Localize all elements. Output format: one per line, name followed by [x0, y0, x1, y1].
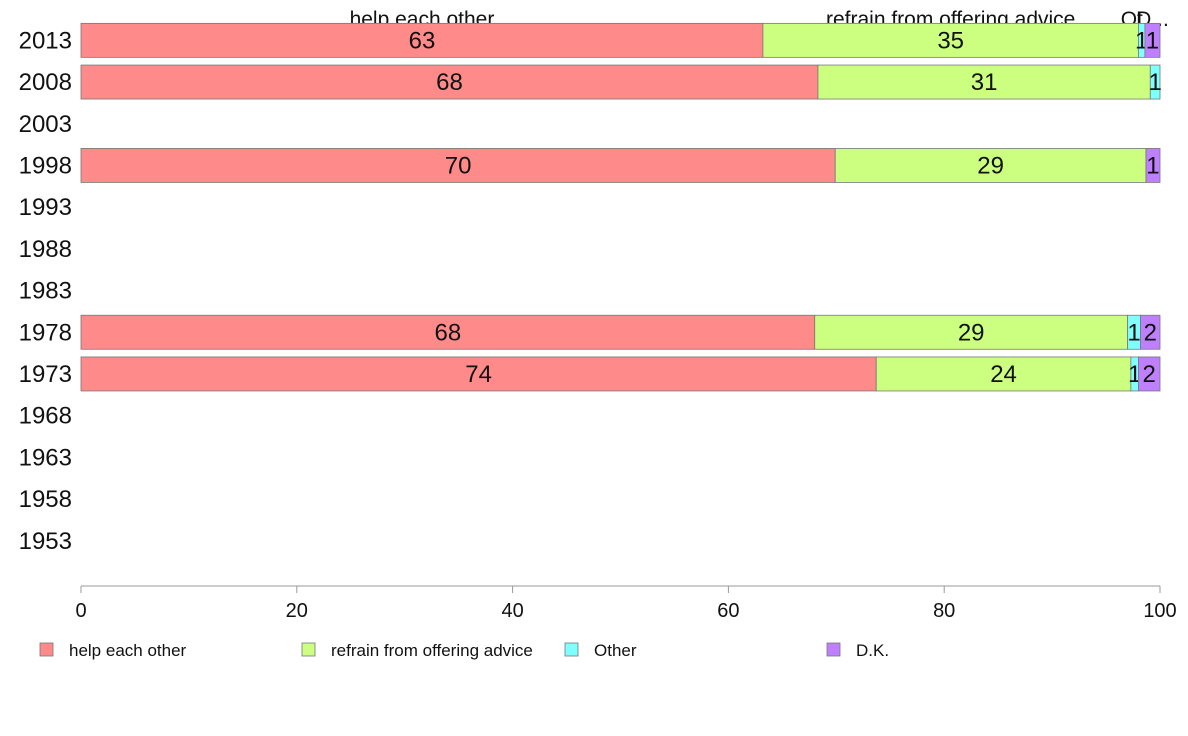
- data-label: 2: [1143, 361, 1156, 388]
- legend-swatch: [39, 642, 54, 657]
- bar-segment: [1144, 22, 1161, 58]
- data-label: 1: [1146, 27, 1159, 54]
- bar-segment: [1140, 314, 1161, 350]
- bar-segment: [814, 314, 1129, 350]
- bar-segment: [1145, 148, 1161, 183]
- y-tick-label: 2003: [19, 111, 72, 138]
- legend-label: D.K.: [856, 641, 889, 660]
- y-tick-label: 1958: [19, 486, 72, 513]
- data-label: 1: [1148, 69, 1161, 96]
- y-tick-label: 1983: [19, 278, 72, 305]
- bar-segment: [1138, 356, 1161, 392]
- y-tick-label: 1988: [19, 236, 72, 263]
- data-label: 29: [977, 152, 1004, 179]
- data-label: 74: [465, 361, 492, 388]
- data-label: 70: [445, 152, 472, 179]
- bar-segment: [817, 64, 1151, 100]
- bar-segment: [80, 314, 816, 350]
- data-label: 68: [435, 319, 462, 346]
- y-tick-label: 1973: [19, 361, 72, 388]
- y-tick-label: 1953: [19, 528, 72, 555]
- bar-segment: [80, 148, 836, 183]
- bar-segment: [762, 22, 1139, 58]
- bar-segment: [80, 64, 819, 100]
- x-tick-label: 0: [75, 600, 86, 622]
- data-label: 2: [1144, 319, 1157, 346]
- y-tick-label: 1968: [19, 403, 72, 430]
- x-tick-label: 20: [286, 600, 308, 622]
- data-label: 1: [1127, 319, 1140, 346]
- y-tick-label: 1978: [19, 319, 72, 346]
- x-tick-label: 100: [1143, 600, 1176, 622]
- legend-swatch: [826, 642, 841, 657]
- y-tick-label: 1998: [19, 152, 72, 179]
- legend-label: refrain from offering advice: [331, 641, 533, 660]
- legend-swatch: [301, 642, 316, 657]
- data-label: 63: [409, 27, 436, 54]
- data-label: 24: [990, 361, 1017, 388]
- data-label: 1: [1146, 152, 1159, 179]
- data-label: 68: [436, 69, 463, 96]
- x-tick-label: 60: [717, 600, 739, 622]
- y-tick-label: 2013: [19, 27, 72, 54]
- data-label: 29: [958, 319, 985, 346]
- bar-segment: [1149, 64, 1161, 100]
- bar-segment: [875, 356, 1132, 392]
- y-tick-label: 2008: [19, 69, 72, 96]
- x-tick-label: 80: [933, 600, 955, 622]
- bar-segment: [80, 356, 877, 392]
- legend-swatch: [564, 642, 579, 657]
- x-tick-label: 40: [501, 600, 523, 622]
- data-label: 35: [937, 27, 964, 54]
- legend-label: help each other: [69, 641, 187, 660]
- data-label: 31: [971, 69, 998, 96]
- bar-segment: [834, 148, 1147, 183]
- data-label: 1: [1128, 361, 1141, 388]
- y-tick-label: 1963: [19, 444, 72, 471]
- legend-label: Other: [594, 641, 637, 660]
- y-tick-label: 1993: [19, 194, 72, 221]
